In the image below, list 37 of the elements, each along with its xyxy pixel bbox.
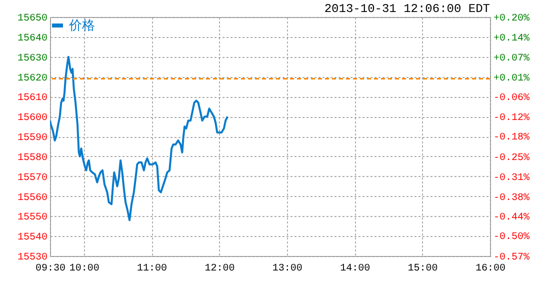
y-tick-label: 15550 <box>17 212 48 224</box>
y-tick-label: 15650 <box>17 14 48 24</box>
y2-tick-label: +0.20% <box>494 14 530 24</box>
y-tick-label: 15540 <box>17 232 48 244</box>
line-series <box>50 56 229 222</box>
x-tick-label: 16:00 <box>475 264 506 274</box>
y-tick-label: 15630 <box>17 53 48 64</box>
x-tick-label: 13:00 <box>272 264 302 274</box>
y2-tick-label: -0.12% <box>494 113 530 124</box>
y2-tick-label: -0.18% <box>494 132 530 144</box>
y-tick-label: 15640 <box>17 33 48 44</box>
y-tick-label: 15590 <box>17 133 48 144</box>
y2-tick-label: -0.31% <box>494 172 530 184</box>
x-tick-label: 12:00 <box>204 264 235 274</box>
y-tick-label: 15610 <box>17 93 48 104</box>
x-tick-label: 14:00 <box>340 264 370 274</box>
y2-tick-label: +0.14% <box>494 33 530 44</box>
y-tick-label: 15600 <box>17 113 48 124</box>
series-label: 价格 <box>68 18 95 32</box>
y2-tick-label: -0.38% <box>494 192 530 204</box>
y2-tick-label: +0.07% <box>494 53 530 64</box>
x-tick-label: 11:00 <box>137 264 168 274</box>
y-tick-label: 15560 <box>17 192 48 204</box>
x-tick-label: 10:00 <box>69 264 100 274</box>
y-tick-label: 15570 <box>17 172 48 184</box>
y-tick-label: 15530 <box>17 252 48 264</box>
y2-tick-label: +0.01% <box>494 73 530 84</box>
y2-tick-label: -0.44% <box>494 212 530 224</box>
y2-tick-label: -0.06% <box>494 93 530 104</box>
x-tick-label: 09:30 <box>35 264 66 274</box>
y-tick-label: 15580 <box>17 152 48 164</box>
y-tick-label: 15620 <box>17 73 48 84</box>
x-tick-label: 15:00 <box>408 264 438 274</box>
y2-tick-label: -0.25% <box>494 152 530 164</box>
y2-tick-label: -0.57% <box>494 252 530 264</box>
y2-tick-label: -0.50% <box>494 232 530 244</box>
text: 2013-10-31 12:06:00 EDT <box>324 2 490 16</box>
